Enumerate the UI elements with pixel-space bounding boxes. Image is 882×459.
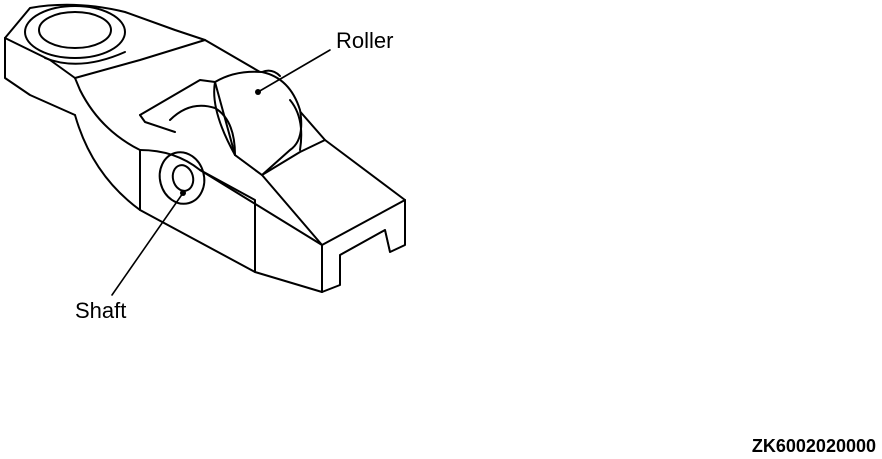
figure-code: ZK6002020000 [752,436,876,456]
rocker-arm-body [4,3,406,293]
shaft-hole [158,151,206,205]
roller-leader-line [257,49,331,93]
shaft-label: Shaft [75,298,126,323]
shaft-leader-line [111,192,184,296]
shaft-leader-dot [180,190,186,196]
roller-label: Roller [336,28,393,53]
roller-wheel [169,69,303,176]
roller-leader-dot [255,89,261,95]
